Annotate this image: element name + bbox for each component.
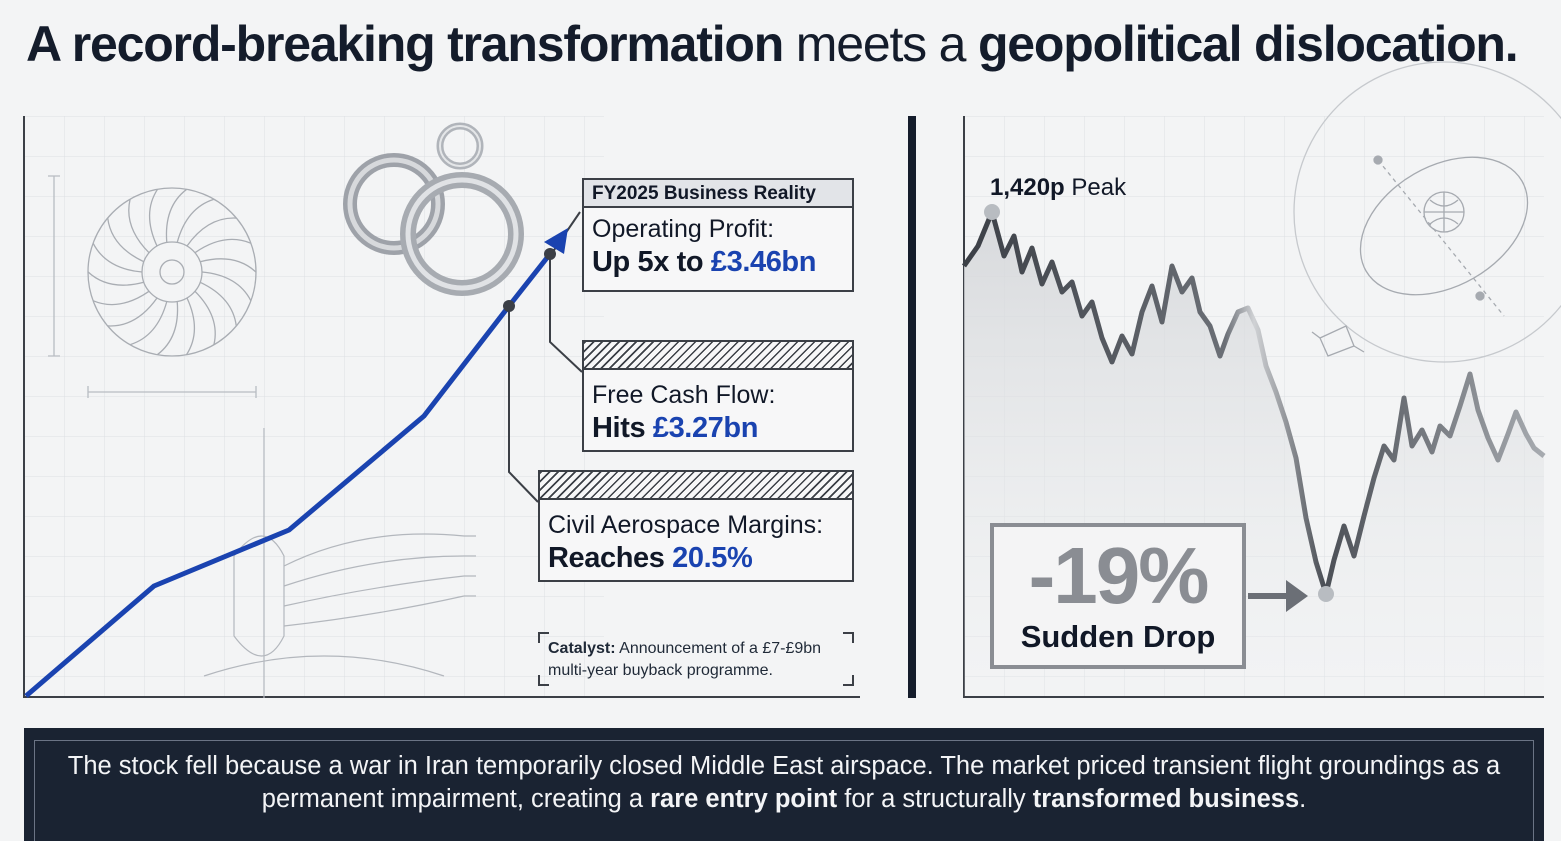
chain-rings-icon <box>343 122 524 296</box>
peak-label: 1,420p Peak <box>990 174 1127 201</box>
drop-label: Sudden Drop <box>1020 619 1216 654</box>
drop-arrow-icon <box>1248 580 1308 612</box>
peak-marker <box>984 204 1000 220</box>
summary-highlight-business: transformed business <box>1032 785 1300 813</box>
hatched-header <box>540 472 852 500</box>
hatched-header <box>584 342 852 370</box>
growth-point-fcf <box>503 300 515 312</box>
growth-arrowhead <box>544 228 568 254</box>
catalyst-label: Catalyst: <box>548 640 616 657</box>
operating-profit-label: Operating Profit: <box>592 215 775 243</box>
free-cash-flow-value: Hits £3.27bn <box>592 412 759 444</box>
grid-background <box>24 116 604 698</box>
growth-panel: FY2025 Business Reality Operating Profit… <box>23 116 860 698</box>
free-cash-flow-label: Free Cash Flow: <box>592 381 776 409</box>
title-part-1: A record-breaking transformation <box>26 16 784 72</box>
growth-point-profit <box>544 248 556 260</box>
page-title: A record-breaking transformation meets a… <box>26 10 1546 80</box>
free-cash-flow-card: Free Cash Flow: Hits £3.27bn <box>582 340 854 452</box>
globe-orbit-icon <box>1293 61 1561 363</box>
stock-price-line <box>961 209 1546 597</box>
summary-banner: The stock fell because a war in Iran tem… <box>24 728 1544 841</box>
title-part-2: meets a <box>783 16 978 72</box>
growth-trend-line <box>24 252 552 698</box>
summary-text: The stock fell because a war in Iran tem… <box>67 752 1501 813</box>
civil-aerospace-value: Reaches 20.5% <box>548 542 753 574</box>
civil-aerospace-label: Civil Aerospace Margins: <box>548 511 824 539</box>
business-reality-header: FY2025 Business Reality <box>584 180 852 208</box>
civil-aerospace-card: Civil Aerospace Margins: Reaches 20.5% <box>538 470 854 582</box>
catalyst-text: Announcement of a £7-£9bn multi-year buy… <box>548 640 822 679</box>
title-part-3: geopolitical dislocation. <box>977 16 1519 72</box>
drop-callout: -19% Sudden Drop <box>990 523 1246 669</box>
trough-marker <box>1318 586 1334 602</box>
operating-profit-value: Up 5x to £3.46bn <box>592 246 817 278</box>
summary-highlight-entry: rare entry point <box>650 785 838 813</box>
engine-sketch-icon <box>203 428 476 698</box>
turbine-fan-icon <box>48 175 257 398</box>
catalyst-note: Catalyst: Announcement of a £7-£9bn mult… <box>538 632 854 686</box>
operating-profit-card: FY2025 Business Reality Operating Profit… <box>582 178 854 292</box>
growth-illustration <box>23 116 860 698</box>
panel-divider <box>908 116 916 698</box>
drop-percentage: -19% <box>1028 531 1210 620</box>
